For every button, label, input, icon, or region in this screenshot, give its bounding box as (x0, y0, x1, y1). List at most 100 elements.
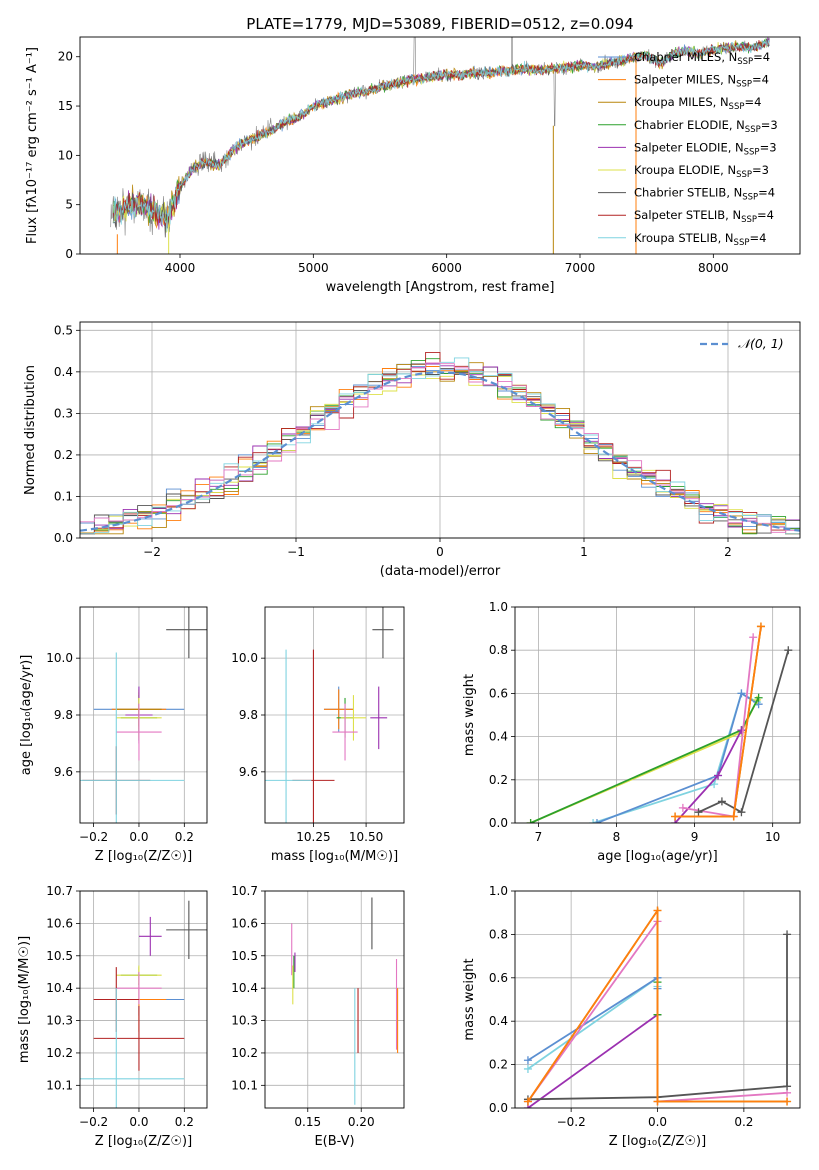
mass_vs_Z-xtick-label: −0.2 (79, 1115, 108, 1129)
spectrum-ytick-label: 5 (65, 198, 73, 212)
mass-weight-line (527, 1013, 659, 1108)
spectrum-xtick-label: 6000 (431, 261, 462, 275)
mass_vs_ebv-ytick-label: 10.2 (231, 1046, 258, 1060)
mass-weight-line (527, 976, 659, 1062)
mass_vs_Z-ylabel: mass [log₁₀(M/M☉)] (17, 936, 32, 1063)
residuals-ytick-label: 0.1 (54, 489, 73, 503)
mass_weight_vs_Z-ytick-label: 0.4 (489, 1014, 508, 1028)
mass-weight-marker (653, 906, 662, 915)
mass_vs_Z-plot-area (80, 900, 207, 1108)
mass_weight_vs_Z-ytick-label: 0.8 (489, 927, 508, 941)
residuals-ylabel: Normed distribution (23, 365, 38, 495)
mass-weight-marker (671, 812, 680, 821)
mass_weight_vs_Z-xlabel: Z [log₁₀(Z/Z☉)] (609, 1134, 706, 1149)
age_vs_Z-ytick-label: 9.8 (54, 708, 73, 722)
mass_weight_vs_age-ytick-label: 0.4 (489, 730, 508, 744)
mass_weight_vs_age-ytick-label: 0.2 (489, 773, 508, 787)
mass_weight_vs_age-ytick-label: 0.0 (489, 816, 508, 830)
spectrum-legend-label: Salpeter ELODIE, NSSP=3 (634, 140, 777, 157)
mass-weight-marker (754, 693, 763, 702)
mass_weight_vs_age-panel: 7 8 9 10 0.0 0.2 0.4 0.6 0.8 1.0 age [log₁₀(age/yr… (462, 600, 801, 864)
age_vs_mass-ytick-label: 9.8 (239, 708, 258, 722)
mass_vs_ebv-grid (265, 890, 404, 1108)
age_vs_mass-ytick-label: 10.0 (231, 651, 258, 665)
spectrum-ytick-label: 10 (58, 148, 73, 162)
spectrum-legend-label: Salpeter STELIB, NSSP=4 (634, 208, 774, 225)
mass_vs_Z-xtick-label: 0.2 (175, 1115, 194, 1129)
spectrum-model-line (113, 40, 770, 232)
spectrum-xtick-label: 4000 (165, 261, 196, 275)
mass_weight_vs_Z-xtick-label: 0.2 (734, 1115, 753, 1129)
gaussian-reference-line (80, 371, 800, 532)
age_vs_mass-xlabel: mass [log₁₀(M/M☉)] (271, 849, 398, 864)
residuals-xtick-label: 1 (580, 545, 588, 559)
mass_vs_Z-panel: −0.2 0.0 0.2 10.1 10.2 10.3 10.4 10.5 10.6 10.7 Z … (17, 884, 208, 1149)
age_vs_Z-xtick-label: −0.2 (79, 830, 108, 844)
mass_weight_vs_Z-plot-area (523, 906, 792, 1108)
spectrum-legend-label: Kroupa STELIB, NSSP=4 (634, 231, 766, 248)
mass_vs_Z-ytick-label: 10.6 (46, 916, 73, 930)
mass_weight_vs_Z-ylabel: mass weight (462, 958, 477, 1040)
mass-weight-line (698, 649, 790, 814)
age_vs_Z-ytick-label: 10.0 (46, 651, 73, 665)
mass_vs_Z-ytick-label: 10.5 (46, 949, 73, 963)
mass-weight-marker (714, 771, 723, 780)
residuals-ytick-label: 0.3 (54, 406, 73, 420)
age_vs_Z-frame (79, 606, 208, 824)
mass_vs_ebv-xtick-label: 0.20 (348, 1115, 375, 1129)
mass-weight-marker (756, 622, 765, 631)
mass-weight-line (682, 637, 755, 818)
spectrum-ytick-label: 20 (58, 50, 73, 64)
residuals-ytick-label: 0.0 (54, 531, 73, 545)
spectrum-ylabel: Flux [fλ10⁻¹⁷ erg cm⁻² s⁻¹ A⁻¹] (25, 47, 40, 244)
mass-weight-marker (749, 633, 758, 642)
age_vs_Z-plot-area (80, 607, 207, 823)
spectrum-ytick-label: 0 (65, 247, 73, 261)
mass-weight-line (527, 907, 787, 1103)
age_vs_Z-panel: −0.2 0.0 0.2 9.6 9.8 10.0 Z [log₁₀(Z/Z☉)] age [… (19, 606, 208, 864)
age_vs_Z-xtick-label: 0.0 (129, 830, 148, 844)
spectrum-panel: 4000 5000 6000 7000 8000 0 5 10 15 20 wavelength [… (25, 36, 801, 295)
spectrum-plot-area (110, 37, 770, 254)
residuals-xtick-label: −2 (143, 545, 161, 559)
mass_vs_ebv-ytick-label: 10.1 (231, 1078, 258, 1092)
mass-weight-marker (526, 819, 535, 823)
mass_weight_vs_Z-ytick-label: 0.0 (489, 1101, 508, 1115)
mass_weight_vs_age-xtick-label: 8 (613, 830, 621, 844)
mass-weight-marker (784, 646, 793, 655)
mass-weight-line (592, 692, 758, 823)
mass-weight-marker (592, 819, 601, 823)
spectrum-legend-label: Kroupa MILES, NSSP=4 (634, 95, 761, 112)
spectrum-xlabel: wavelength [Angstrom, rest frame] (326, 280, 555, 295)
age_vs_mass-frame (264, 606, 405, 824)
spectrum-model-line (112, 40, 770, 233)
spectrum-model-line (112, 52, 637, 229)
mass-weight-marker (523, 1097, 532, 1106)
residuals-panel: −2 −1 0 1 2 0.0 0.1 0.2 0.3 0.4 0.5 (data-model)/er… (23, 321, 801, 579)
mass_weight_vs_Z-xtick-label: −0.2 (557, 1115, 586, 1129)
mass_vs_Z-ytick-label: 10.3 (46, 1014, 73, 1028)
spectrum-model-line (112, 39, 770, 229)
mass_weight_vs_age-xlabel: age [log₁₀(age/yr)] (597, 849, 718, 864)
figure-title: PLATE=1779, MJD=53089, FIBERID=0512, z=0… (246, 15, 633, 33)
mass_weight_vs_age-ytick-label: 0.8 (489, 643, 508, 657)
mass-weight-marker (783, 1097, 792, 1106)
mass_vs_Z-xtick-label: 0.0 (129, 1115, 148, 1129)
mass_vs_Z-xlabel: Z [log₁₀(Z/Z☉)] (95, 1134, 192, 1149)
spectrum-legend-label: Chabrier ELODIE, NSSP=3 (634, 118, 778, 135)
mass-weight-marker (523, 1064, 532, 1073)
mass_weight_vs_age-ytick-label: 0.6 (489, 686, 508, 700)
mass_vs_ebv-ytick-label: 10.6 (231, 916, 258, 930)
spectrum-ytick-label: 15 (58, 99, 73, 113)
residuals-plot-area (80, 351, 800, 535)
mass_vs_ebv-ytick-label: 10.7 (231, 884, 258, 898)
mass-weight-marker (589, 819, 598, 823)
age_vs_mass-panel: 10.25 10.50 9.6 9.8 10.0 mass [log₁₀(M/M☉)] (231, 606, 405, 864)
mass_vs_Z-ytick-label: 10.4 (46, 981, 73, 995)
mass-weight-marker (783, 1082, 792, 1091)
mass-weight-marker (737, 808, 746, 817)
spectrum-xtick-label: 7000 (565, 261, 596, 275)
mass_weight_vs_age-plot-area (526, 622, 793, 823)
